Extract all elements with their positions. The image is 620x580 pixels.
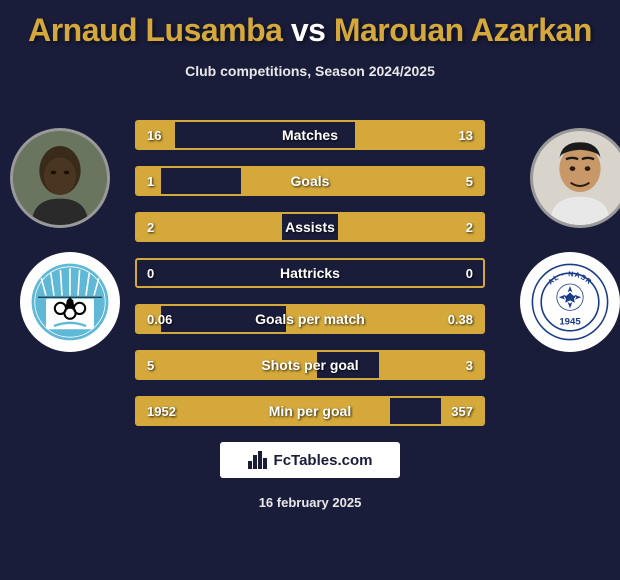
stat-row: 15Goals	[135, 166, 485, 196]
stat-row: 0.060.38Goals per match	[135, 304, 485, 334]
player2-name: Marouan Azarkan	[334, 12, 592, 48]
comparison-title: Arnaud Lusamba vs Marouan Azarkan	[0, 0, 620, 49]
vs-label: vs	[291, 12, 326, 48]
player2-avatar	[530, 128, 620, 228]
club-year: 1945	[559, 316, 581, 327]
stat-row: 53Shots per goal	[135, 350, 485, 380]
player2-club-logo: AL · NASR 1945	[520, 252, 620, 352]
player1-club-logo	[20, 252, 120, 352]
stat-row: 00Hattricks	[135, 258, 485, 288]
subtitle: Club competitions, Season 2024/2025	[0, 63, 620, 79]
stat-row: 22Assists	[135, 212, 485, 242]
player1-avatar	[10, 128, 110, 228]
stat-label: Min per goal	[137, 398, 483, 424]
bars-icon	[248, 451, 270, 469]
stat-label: Hattricks	[137, 260, 483, 286]
stats-container: 1613Matches 15Goals 22Assists 00Hattricks 0.…	[135, 120, 485, 442]
footer-date: 16 february 2025	[0, 495, 620, 510]
stat-label: Assists	[137, 214, 483, 240]
stat-label: Shots per goal	[137, 352, 483, 378]
brand-label: FcTables.com	[274, 452, 373, 469]
stat-label: Goals per match	[137, 306, 483, 332]
stat-label: Matches	[137, 122, 483, 148]
stat-row: 1613Matches	[135, 120, 485, 150]
player1-name: Arnaud Lusamba	[28, 12, 282, 48]
stat-label: Goals	[137, 168, 483, 194]
fctables-logo[interactable]: FcTables.com	[220, 442, 400, 478]
stat-row: 1952357Min per goal	[135, 396, 485, 426]
